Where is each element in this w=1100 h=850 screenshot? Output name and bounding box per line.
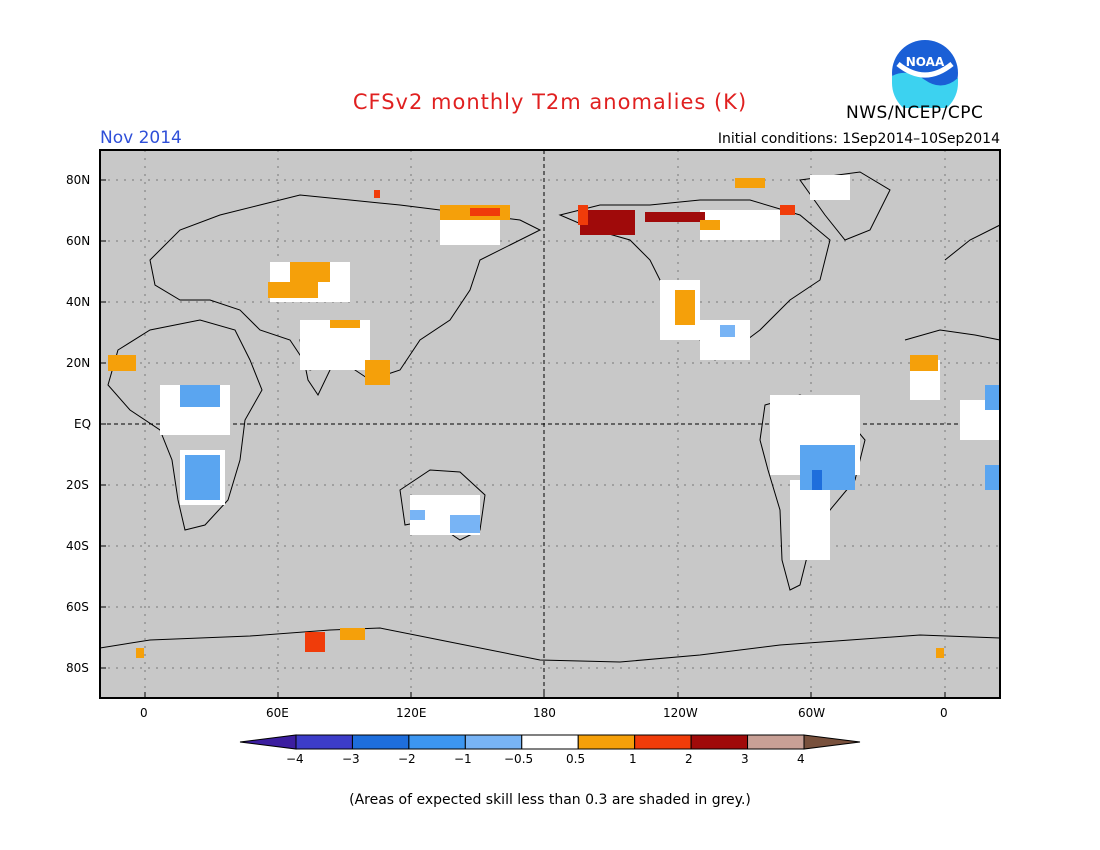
lat-label: 20N (66, 356, 91, 370)
lon-label: 60E (266, 706, 289, 720)
lon-label: 180 (533, 706, 556, 720)
lat-label: 40N (66, 295, 91, 309)
cool-anomaly-areas (180, 325, 1000, 533)
colorbar-label: −1 (454, 752, 472, 766)
forecast-month: Nov 2014 (100, 128, 182, 148)
colorbar-label: −0.5 (504, 752, 534, 766)
lon-label: 0 (940, 706, 948, 720)
colorbar-label: 4 (797, 752, 805, 766)
colorbar-segment (747, 734, 805, 750)
footnote: (Areas of expected skill less than 0.3 a… (349, 792, 751, 808)
colorbar-label: −4 (286, 752, 304, 766)
colorbar-label: 1 (629, 752, 637, 766)
colorbar-label: −2 (398, 752, 416, 766)
colorbar-label: 3 (741, 752, 749, 766)
colorbar-segment (351, 734, 410, 750)
colorbar-segment (295, 734, 353, 750)
colorbar-segment (464, 734, 523, 750)
colorbar-label: −3 (342, 752, 360, 766)
lat-label: 20S (66, 478, 89, 492)
colorbar-label: 2 (685, 752, 693, 766)
lat-label: 80N (66, 173, 91, 187)
lat-label: 40S (66, 539, 89, 553)
colorbar-label: 0.5 (566, 752, 586, 766)
lon-label: 60W (798, 706, 826, 720)
agency-label: NWS/NCEP/CPC (846, 103, 984, 123)
lat-label: 60S (66, 600, 89, 614)
colorbar-segment (408, 734, 466, 750)
lat-label: EQ (74, 417, 92, 431)
lon-label: 120W (663, 706, 698, 720)
colorbar-segment (803, 734, 861, 750)
colorbar-segment (239, 734, 297, 750)
colorbar-segment (690, 734, 749, 750)
colorbar-segment (577, 734, 636, 750)
initial-conditions: Initial conditions: 1Sep2014–10Sep2014 (717, 131, 1000, 147)
map-title: CFSv2 monthly T2m anomalies (K) (352, 90, 748, 114)
noaa-logo: NOAA (890, 38, 960, 116)
colorbar (239, 734, 861, 750)
tick-marks (100, 179, 946, 698)
lat-label: 60N (66, 234, 91, 248)
lat-label: 80S (66, 661, 89, 675)
lon-label: 120E (396, 706, 427, 720)
warm-anomaly-areas (108, 178, 944, 658)
lon-label: 0 (140, 706, 148, 720)
colorbar-segment (521, 734, 579, 750)
colorbar-segment (634, 734, 692, 750)
svg-text:NOAA: NOAA (906, 55, 945, 69)
